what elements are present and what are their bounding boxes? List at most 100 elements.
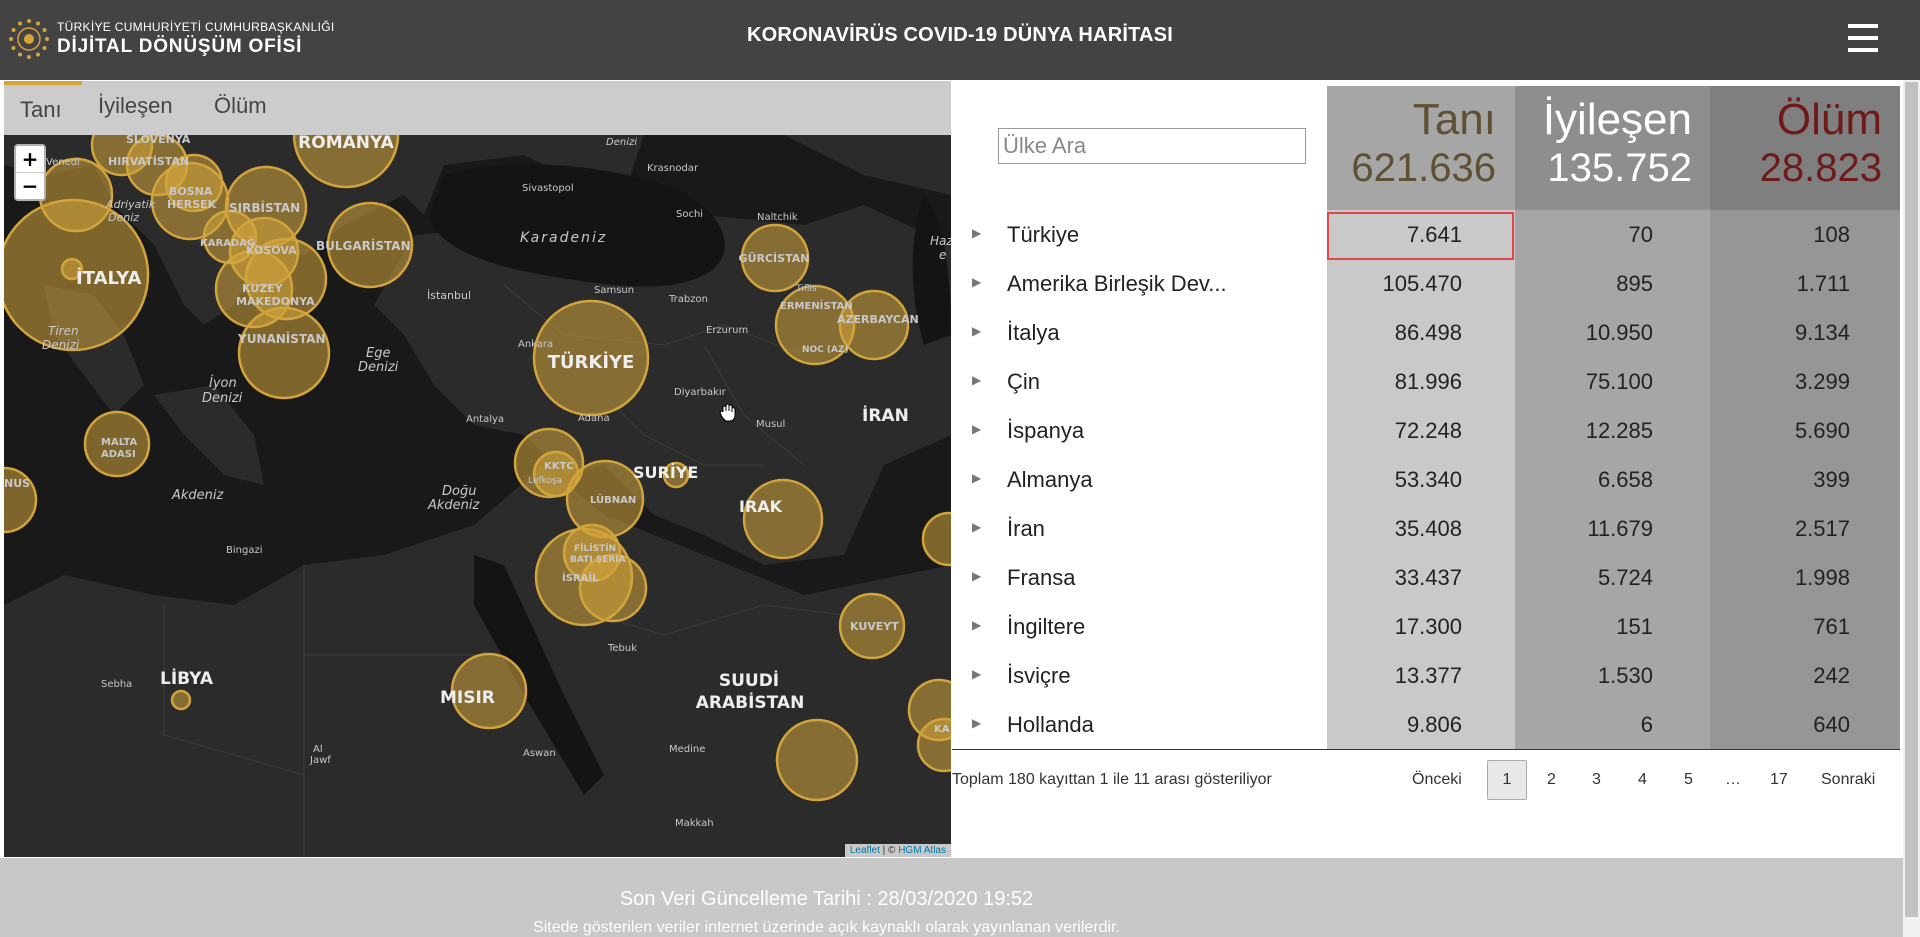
map-label: Denizi [606, 137, 637, 148]
map-label: Sivastopol [522, 183, 574, 194]
pagination-page-1[interactable]: 1 [1487, 760, 1527, 800]
active-tab-indicator [4, 81, 82, 85]
table-row[interactable]: ▶ Hollanda 9.806 6 640 [952, 702, 1900, 751]
tab-iyilesen[interactable]: İyileşen [98, 93, 173, 118]
hgm-atlas-link[interactable]: HGM Atlas [898, 845, 946, 856]
table-row[interactable]: ▶ İngiltere 17.300 151 761 [952, 604, 1900, 653]
map-label: Krasnodar [647, 163, 699, 174]
tani-value: 105.470 [1382, 271, 1462, 296]
tani-value: 53.340 [1394, 467, 1462, 492]
last-update-text: Son Veri Güncelleme Tarihi : 28/03/2020 … [619, 888, 1034, 910]
map-label: ERMENİSTAN [780, 298, 853, 312]
map-label: Makkah [675, 818, 714, 829]
tani-value: 86.498 [1394, 320, 1462, 345]
expand-arrow-icon[interactable]: ▶ [972, 275, 982, 289]
page-scrollbar-thumb[interactable] [1905, 82, 1918, 917]
iyilesen-value: 5.724 [1597, 565, 1653, 590]
pagination-ellipsis: … [1725, 771, 1741, 788]
expand-arrow-icon[interactable]: ▶ [972, 716, 982, 730]
country-name: Türkiye [1007, 222, 1080, 247]
map-label: ARABİSTAN [696, 691, 805, 713]
country-search-input[interactable]: Ülke Ara [998, 128, 1306, 164]
map-canvas[interactable]: ROMANYA Venedi HIRVATİSTAN SLOVENYA BOSN… [4, 135, 951, 857]
olum-value: 108 [1813, 222, 1850, 247]
iyilesen-value: 70 [1628, 222, 1653, 247]
pagination-page-5[interactable]: 5 [1684, 771, 1693, 788]
pagination-prev[interactable]: Önceki [1412, 771, 1462, 788]
expand-arrow-icon[interactable]: ▶ [972, 422, 982, 436]
map-label: Antalya [466, 414, 504, 425]
logo-line-2: DİJİTAL DÖNÜŞÜM OFİSİ [57, 36, 303, 57]
header-olum[interactable]: Ölüm 28.823 [1702, 96, 1882, 192]
olum-value: 2.517 [1794, 516, 1850, 541]
map-label: Akdeniz [171, 488, 225, 503]
zoom-out-button[interactable]: − [21, 174, 39, 198]
header-tani-total: 621.636 [1351, 146, 1496, 190]
country-name: Çin [1007, 369, 1041, 394]
table-row[interactable]: ▶ Çin 81.996 75.100 3.299 [952, 359, 1900, 408]
leaflet-link[interactable]: Leaflet [849, 845, 880, 856]
iyilesen-value: 11.679 [1587, 516, 1653, 541]
map-label: BATI ŞERİA [570, 554, 626, 565]
zoom-in-button[interactable]: + [16, 146, 44, 173]
expand-arrow-icon[interactable]: ▶ [972, 520, 982, 534]
map-tabs: Tanı İyileşen Ölüm [4, 81, 951, 135]
header-iyilesen[interactable]: İyileşen 135.752 [1514, 96, 1692, 192]
map-label: İyon [209, 375, 237, 391]
country-name: İran [1007, 516, 1045, 541]
map-label: Samsun [594, 285, 634, 296]
map-label: İSRAİL [562, 570, 599, 584]
map-label: FİLİSTİN [574, 543, 616, 554]
expand-arrow-icon[interactable]: ▶ [972, 373, 982, 387]
map-label: Trabzon [668, 294, 708, 305]
map-label: Akdeniz [427, 498, 481, 513]
map-label: IRAK [739, 497, 783, 516]
olum-value: 242 [1813, 663, 1850, 688]
map-label: Denizi [202, 391, 243, 406]
expand-arrow-icon[interactable]: ▶ [972, 226, 982, 240]
table-row[interactable]: ▶ Türkiye 7.641 70 108 [952, 212, 1900, 261]
pagination-page-4[interactable]: 4 [1638, 771, 1647, 788]
expand-arrow-icon[interactable]: ▶ [972, 618, 982, 632]
country-name: İspanya [1007, 418, 1085, 443]
table-row[interactable]: ▶ Fransa 33.437 5.724 1.998 [952, 555, 1900, 604]
table-row[interactable]: ▶ Almanya 53.340 6.658 399 [952, 457, 1900, 506]
map-label: Tiflis [795, 284, 817, 294]
expand-arrow-icon[interactable]: ▶ [972, 569, 982, 583]
page-footer: Son Veri Güncelleme Tarihi : 28/03/2020 … [0, 858, 1903, 937]
table-row[interactable]: ▶ İtalya 86.498 10.950 9.134 [952, 310, 1900, 359]
hamburger-menu-icon[interactable] [1848, 24, 1878, 52]
header-tani[interactable]: Tanı 621.636 [1316, 96, 1496, 192]
map-label: Adriyatik [105, 198, 156, 211]
pagination-next[interactable]: Sonraki [1821, 771, 1876, 788]
table-row[interactable]: ▶ İspanya 72.248 12.285 5.690 [952, 408, 1900, 457]
map-label: MAKEDONYA [236, 295, 315, 308]
pagination-page-3[interactable]: 3 [1592, 771, 1601, 788]
expand-arrow-icon[interactable]: ▶ [972, 471, 982, 485]
pagination-page-2[interactable]: 2 [1547, 771, 1556, 788]
map-label: NOC (AZ) [802, 345, 849, 355]
tab-tani[interactable]: Tanı [20, 97, 62, 122]
map-label: Haz [930, 234, 951, 248]
olum-value: 399 [1813, 467, 1850, 492]
table-row[interactable]: ▶ İsviçre 13.377 1.530 242 [952, 653, 1900, 702]
attribution-separator: | © [879, 845, 899, 856]
table-row[interactable]: ▶ Amerika Birleşik Dev... 105.470 895 1.711 [952, 261, 1900, 310]
expand-arrow-icon[interactable]: ▶ [972, 667, 982, 681]
header-iyilesen-label: İyileşen [1542, 95, 1692, 144]
tani-header-bg [1327, 86, 1515, 210]
tani-value: 72.248 [1394, 418, 1462, 443]
iyilesen-value: 75.100 [1585, 369, 1653, 394]
iyilesen-header-bg [1515, 86, 1710, 210]
table-row[interactable]: ▶ İran 35.408 11.679 2.517 [952, 506, 1900, 555]
expand-arrow-icon[interactable]: ▶ [972, 324, 982, 338]
tani-value: 33.437 [1394, 565, 1462, 590]
tab-olum[interactable]: Ölüm [214, 93, 267, 118]
iyilesen-value: 6 [1640, 712, 1653, 737]
map-label: Medine [669, 744, 705, 755]
world-map[interactable]: ROMANYA Venedi HIRVATİSTAN SLOVENYA BOSN… [4, 135, 951, 857]
pagination-page-17[interactable]: 17 [1770, 771, 1788, 788]
map-label: Ege [366, 346, 390, 361]
map-label: BOSNA [169, 185, 213, 198]
map-label: Doğu [442, 484, 476, 499]
